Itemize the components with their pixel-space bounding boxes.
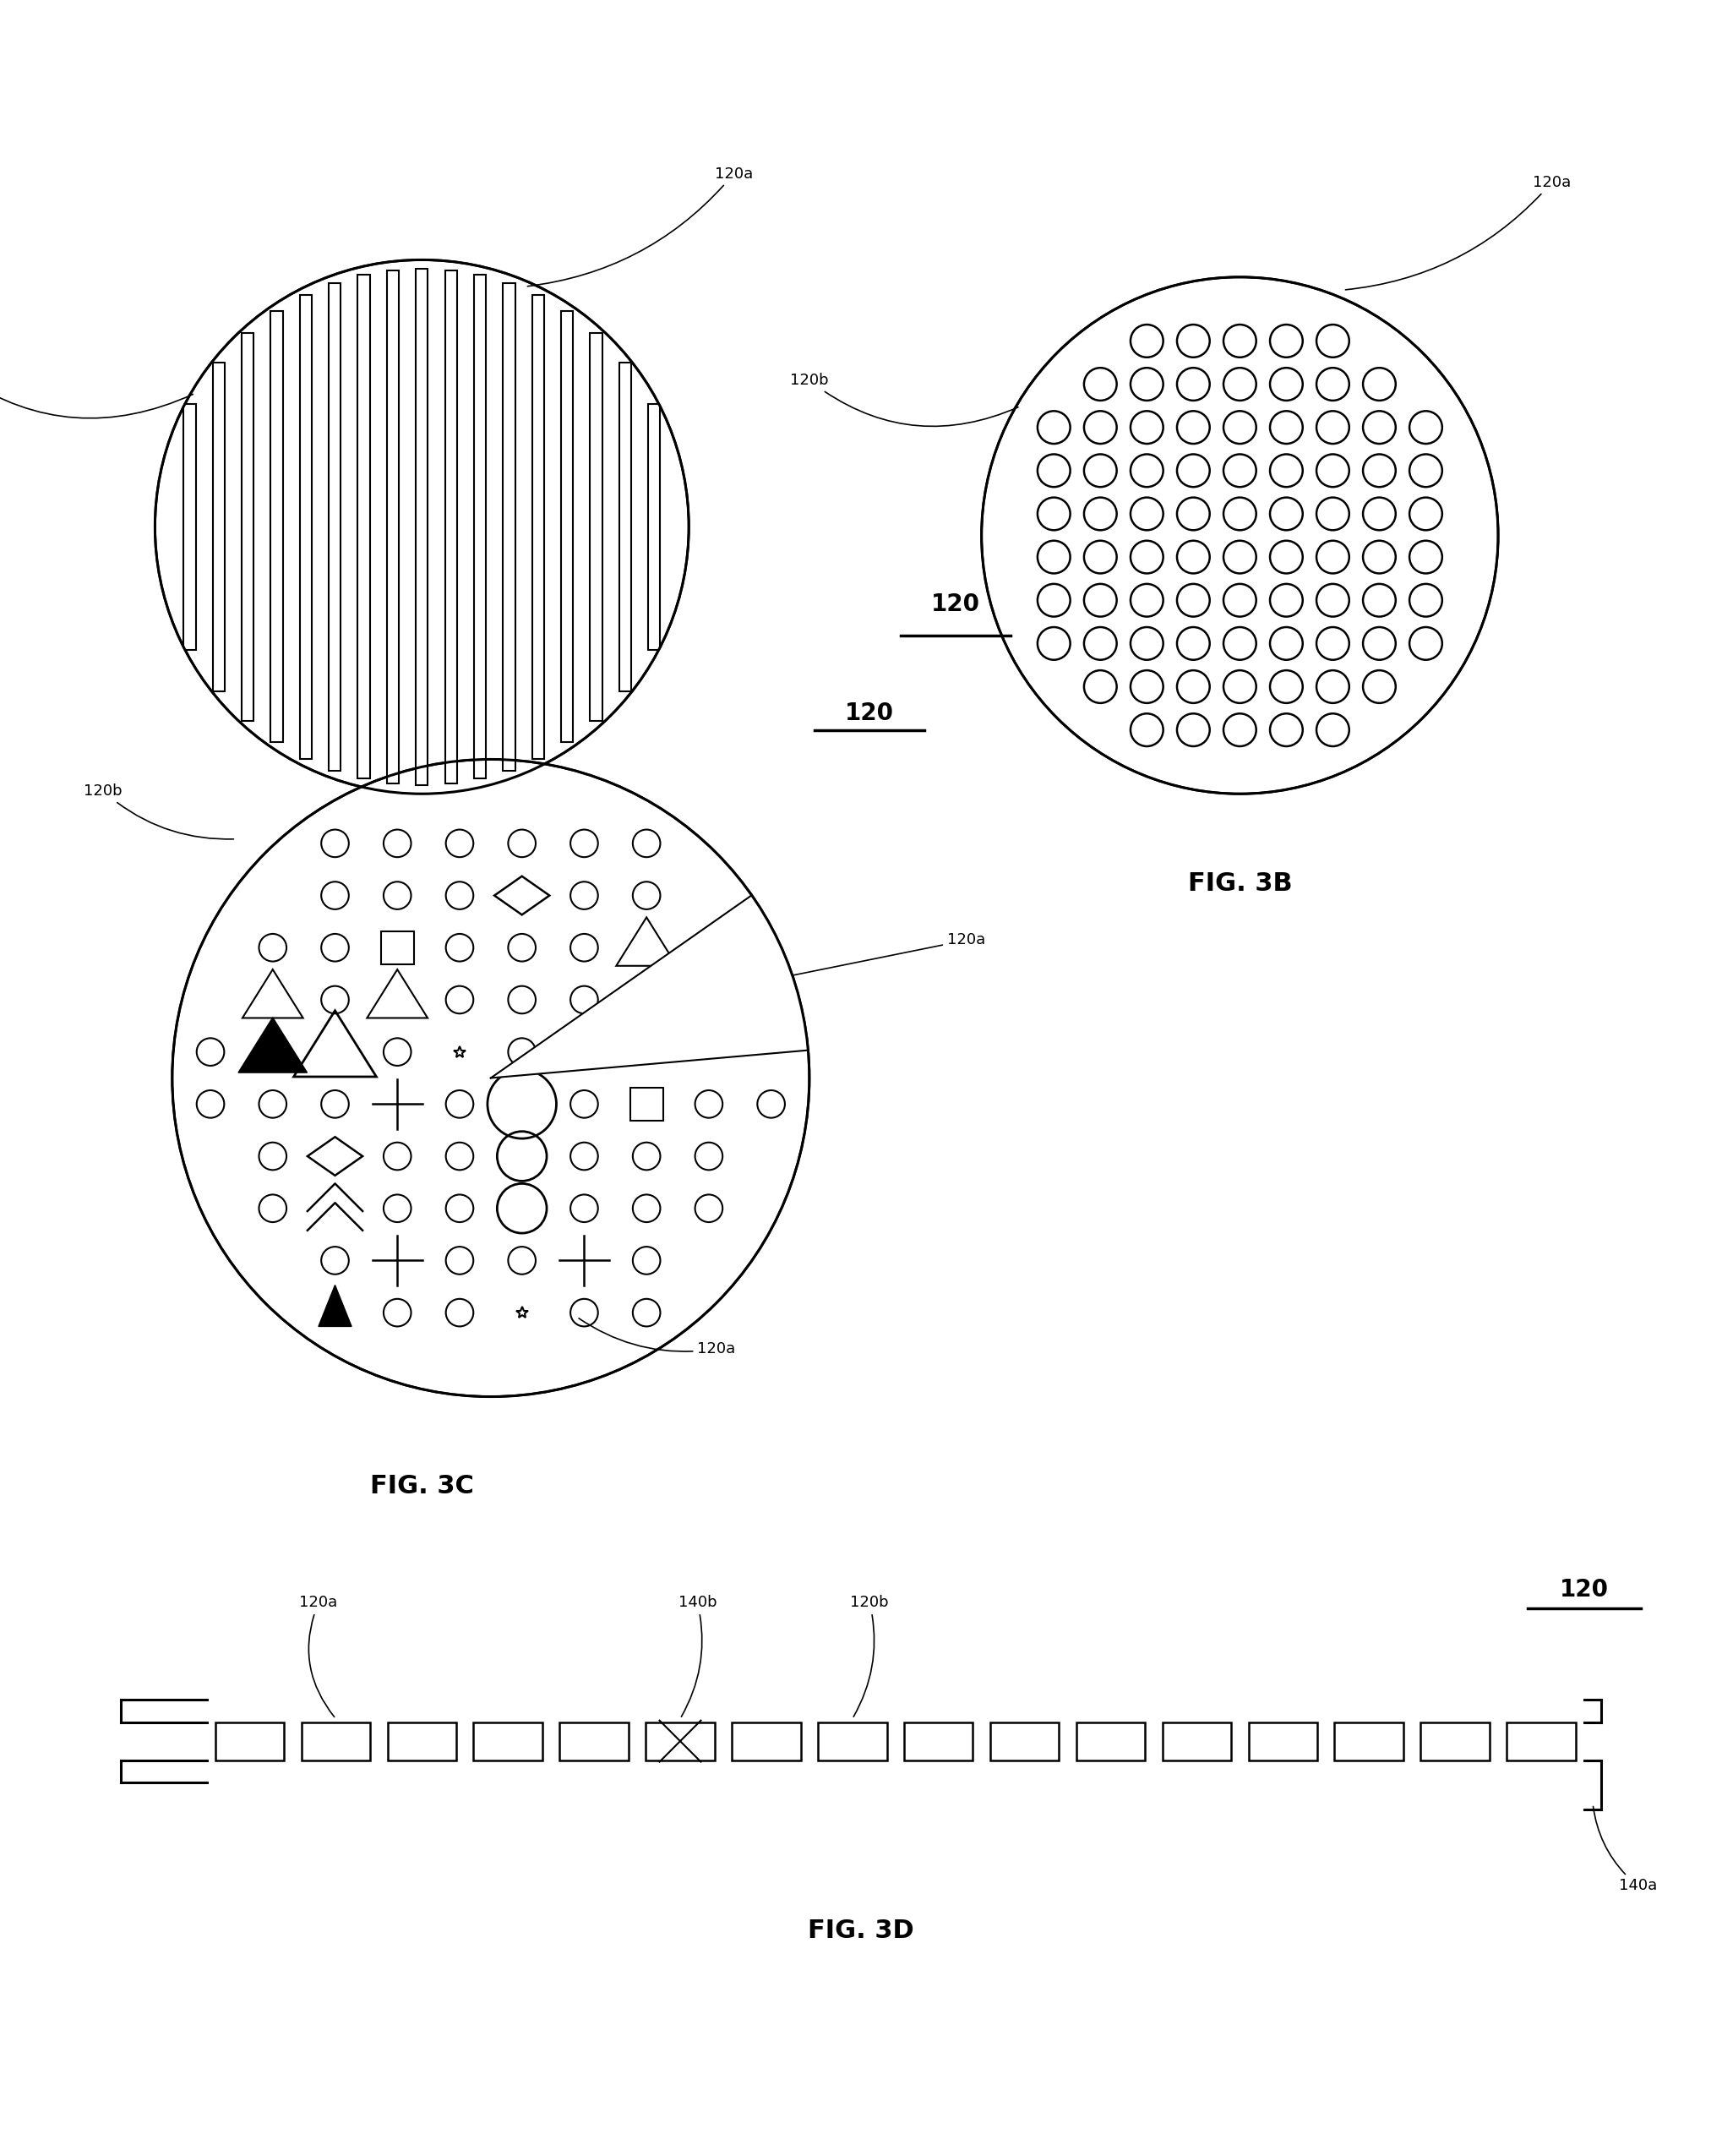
Text: 120b: 120b	[851, 1595, 889, 1716]
Bar	[387, 1723, 456, 1759]
Bar	[301, 1723, 370, 1759]
Text: 120: 120	[846, 701, 894, 724]
Text: 120a: 120a	[651, 934, 985, 1005]
Bar	[818, 1723, 887, 1759]
Bar	[444, 270, 456, 783]
Bar	[532, 295, 544, 759]
Bar	[630, 1087, 663, 1121]
Text: FIG. 3B: FIG. 3B	[1188, 871, 1292, 895]
Text: 120b: 120b	[0, 360, 193, 418]
Bar	[215, 1723, 284, 1759]
Bar	[503, 282, 515, 770]
Circle shape	[155, 261, 689, 793]
Polygon shape	[491, 895, 808, 1078]
Circle shape	[172, 759, 809, 1397]
Bar	[732, 1723, 801, 1759]
Bar	[990, 1723, 1059, 1759]
Text: 120: 120	[1560, 1578, 1608, 1602]
Bar	[358, 274, 370, 778]
Bar	[329, 282, 341, 770]
Text: FIG. 3C: FIG. 3C	[370, 1475, 474, 1498]
Bar	[474, 1723, 542, 1759]
Circle shape	[982, 278, 1498, 793]
Polygon shape	[319, 1285, 351, 1326]
Bar	[646, 1723, 715, 1759]
Text: 140a: 140a	[1593, 1807, 1657, 1893]
Bar	[1248, 1723, 1317, 1759]
Bar	[904, 1723, 973, 1759]
Bar	[1507, 1723, 1576, 1759]
Bar	[1162, 1723, 1231, 1759]
Bar	[417, 270, 427, 785]
Bar	[561, 310, 573, 742]
Text: 120a: 120a	[1345, 175, 1570, 289]
Bar	[387, 270, 400, 783]
Text: 120b: 120b	[84, 783, 234, 839]
Text: 140b: 140b	[678, 1595, 716, 1716]
Text: 120b: 120b	[790, 373, 1018, 427]
Bar	[241, 334, 253, 720]
Text: 120a: 120a	[300, 1595, 338, 1716]
Bar	[1076, 1723, 1145, 1759]
Bar	[381, 931, 413, 964]
Bar	[1421, 1723, 1490, 1759]
Bar	[184, 403, 196, 649]
Bar	[1335, 1723, 1403, 1759]
Bar	[591, 334, 603, 720]
Bar	[560, 1723, 629, 1759]
Bar	[300, 295, 312, 759]
Text: 120: 120	[932, 593, 980, 617]
Bar	[270, 310, 282, 742]
Bar	[647, 403, 660, 649]
Polygon shape	[238, 1018, 307, 1072]
Bar	[474, 274, 486, 778]
Text: FIG. 3D: FIG. 3D	[808, 1919, 914, 1943]
Bar	[214, 362, 226, 692]
Text: 120a: 120a	[527, 166, 753, 287]
Text: FIG. 3A: FIG. 3A	[370, 871, 474, 895]
Text: 120a: 120a	[579, 1317, 735, 1356]
Bar	[618, 362, 630, 692]
